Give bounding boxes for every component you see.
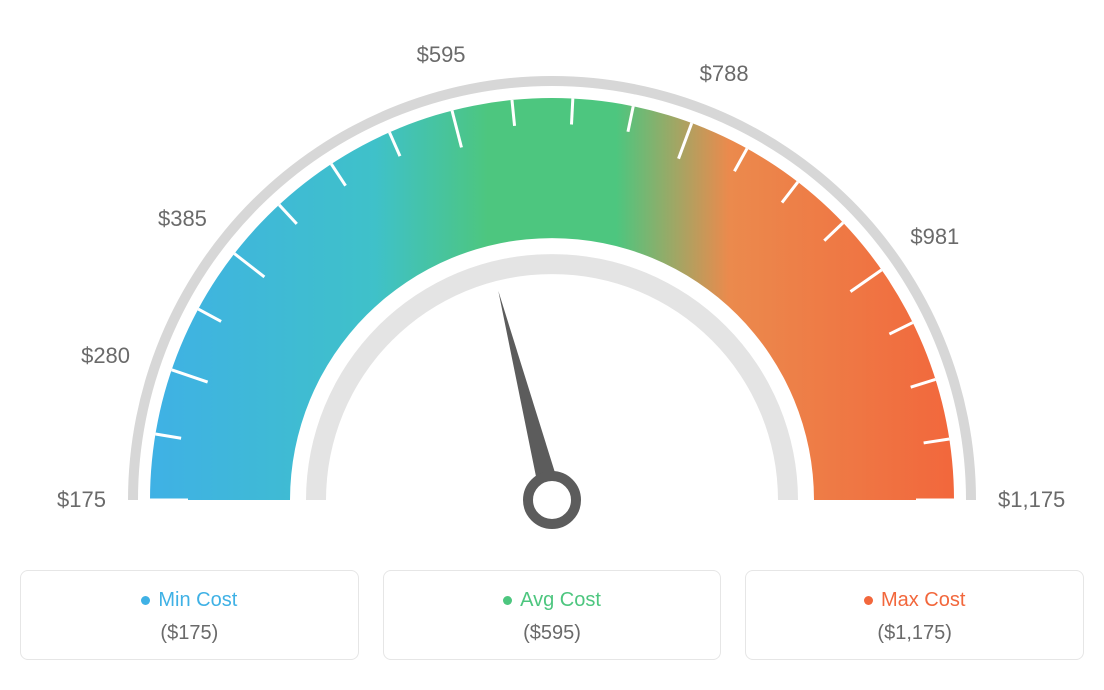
legend-row: Min Cost ($175) Avg Cost ($595) Max Cost… [20,570,1084,660]
legend-title-avg: Avg Cost [503,589,601,612]
gauge-svg [20,20,1084,560]
tick-label: $788 [700,61,749,87]
legend-label-min: Min Cost [158,589,237,612]
gauge-chart: $175 $280 $385 $595 $788 $981 $1,175 [20,20,1084,560]
tick-label: $1,175 [998,487,1065,513]
legend-value-avg: ($595) [396,622,709,645]
legend-card-avg: Avg Cost ($595) [383,570,722,660]
dot-icon [141,596,150,605]
legend-title-max: Max Cost [864,589,965,612]
legend-value-min: ($175) [33,622,346,645]
dot-icon [503,596,512,605]
legend-title-min: Min Cost [141,589,237,612]
tick-label: $280 [81,343,130,369]
dot-icon [864,596,873,605]
legend-value-max: ($1,175) [758,622,1071,645]
tick-label: $981 [910,224,959,250]
tick-label: $385 [158,206,207,232]
tick-label: $175 [57,487,106,513]
legend-label-avg: Avg Cost [520,589,601,612]
legend-label-max: Max Cost [881,589,965,612]
legend-card-max: Max Cost ($1,175) [745,570,1084,660]
tick-label: $595 [417,42,466,68]
legend-card-min: Min Cost ($175) [20,570,359,660]
chart-container: $175 $280 $385 $595 $788 $981 $1,175 Min Cost … [0,0,1104,690]
